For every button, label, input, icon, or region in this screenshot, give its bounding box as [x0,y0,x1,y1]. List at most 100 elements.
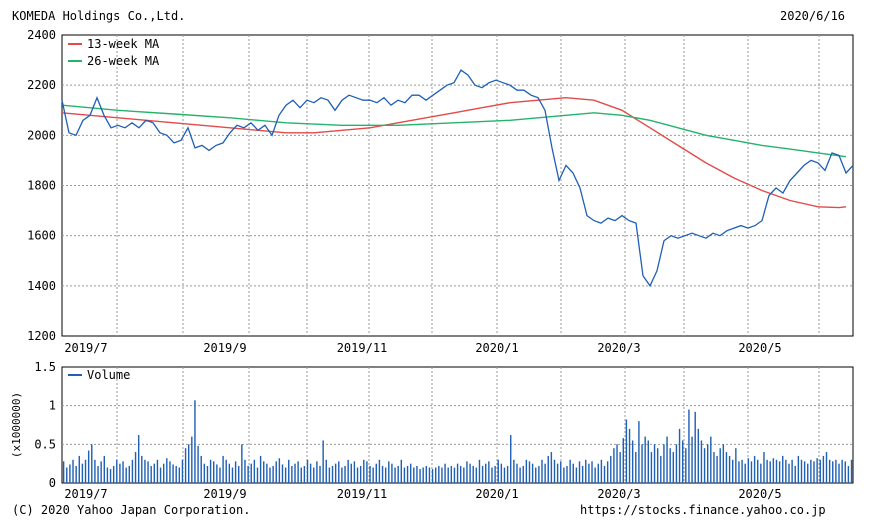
volume-bar [585,459,587,483]
volume-axis-label: (x1000000) [10,392,23,458]
volume-bar [710,436,712,483]
price-line [61,69,854,288]
price-x-tick-label: 2020/5 [738,341,781,355]
volume-bar [563,467,565,483]
volume-bar [112,465,115,483]
volume-bar [116,459,118,483]
volume-bar [169,461,171,483]
volume-bar [597,463,599,483]
volume-bar [441,467,443,483]
volume-bar [309,463,312,483]
volume-bar [735,448,737,483]
volume-bar [481,465,484,483]
volume-bar [835,459,837,483]
volume-bar [162,463,165,483]
volume-bar [538,465,540,483]
volume-bar [575,467,578,483]
volume-bar [581,465,584,483]
volume-bar [566,465,568,483]
volume-bar [247,465,249,483]
volume-bar [553,459,556,483]
volume-bar [625,419,628,483]
volume-bar [694,411,696,483]
volume-bar [384,467,387,483]
volume-bar [306,459,309,483]
volume-bar [653,444,656,483]
volume-bar [516,463,518,483]
volume-bar [666,436,668,483]
volume-bar [156,459,159,483]
volume-bar [422,467,424,483]
volume-bar [675,444,678,483]
volume-x-tick-label: 2019/7 [64,487,107,501]
volume-bar [213,461,215,483]
volume-bar [485,463,487,483]
volume-bar [475,467,478,483]
volume-bar [294,463,296,483]
volume-bar [334,463,337,483]
volume-bar [253,459,256,483]
volume-bar [850,459,853,483]
volume-bar [725,452,728,483]
volume-bar [234,461,237,483]
price-x-tick-label: 2020/1 [475,341,518,355]
volume-bar [500,463,503,483]
volume-bar [644,436,646,483]
volume-bar [775,459,778,483]
volume-bar [413,467,415,483]
volume-bar [250,463,252,483]
source-url: https://stocks.finance.yahoo.co.jp [580,503,826,517]
volume-bar [800,459,803,483]
volume-bar [813,461,815,483]
volume-bar [450,465,453,483]
volume-bar [228,463,231,483]
volume-bar [194,400,196,483]
volume-bar [638,421,640,483]
volume-bar [547,455,549,483]
chart-date: 2020/6/16 [780,9,846,23]
price-y-tick-label: 1400 [27,279,56,293]
volume-bar [810,459,812,483]
volume-bar [75,465,77,483]
volume-bar [716,455,718,483]
volume-y-tick-label: 0.5 [34,437,56,451]
volume-bar [747,458,750,483]
volume-bar [578,461,581,483]
volume-bar [819,459,821,483]
volume-bar [97,465,99,483]
volume-bar [472,465,474,483]
volume-bar [184,448,187,483]
price-x-tick-label: 2019/7 [64,341,107,355]
volume-x-tick-label: 2020/3 [597,487,640,501]
volume-bar [447,467,449,483]
volume-bar [610,455,612,483]
volume-bar [594,467,596,483]
volume-bar [225,459,227,483]
volume-bar [785,459,787,483]
volume-bar [510,435,512,483]
volume-bar [78,455,80,483]
ma13-line [61,96,847,209]
volume-bar [713,452,715,483]
volume-bar [434,467,437,483]
volume-bar [628,428,631,483]
volume-bar [591,461,593,483]
volume-bar [222,455,224,483]
company-name: KOMEDA Holdings Co.,Ltd. [12,9,186,23]
price-x-tick-label: 2019/11 [337,341,388,355]
volume-bar [206,465,209,483]
volume-bar [366,461,368,483]
volume-bar [316,461,318,483]
volume-bar [778,461,781,483]
volume-bar [391,463,393,483]
volume-bar [469,463,471,483]
volume-bar [466,461,468,483]
price-y-tick-label: 1600 [27,229,56,243]
price-y-tick-label: 2000 [27,128,56,142]
volume-bar [359,465,362,483]
volume-bar [231,467,234,483]
volume-bar [572,463,574,483]
legend-label: 26-week MA [87,54,160,68]
volume-bar [603,465,606,483]
volume-bar [203,463,206,483]
